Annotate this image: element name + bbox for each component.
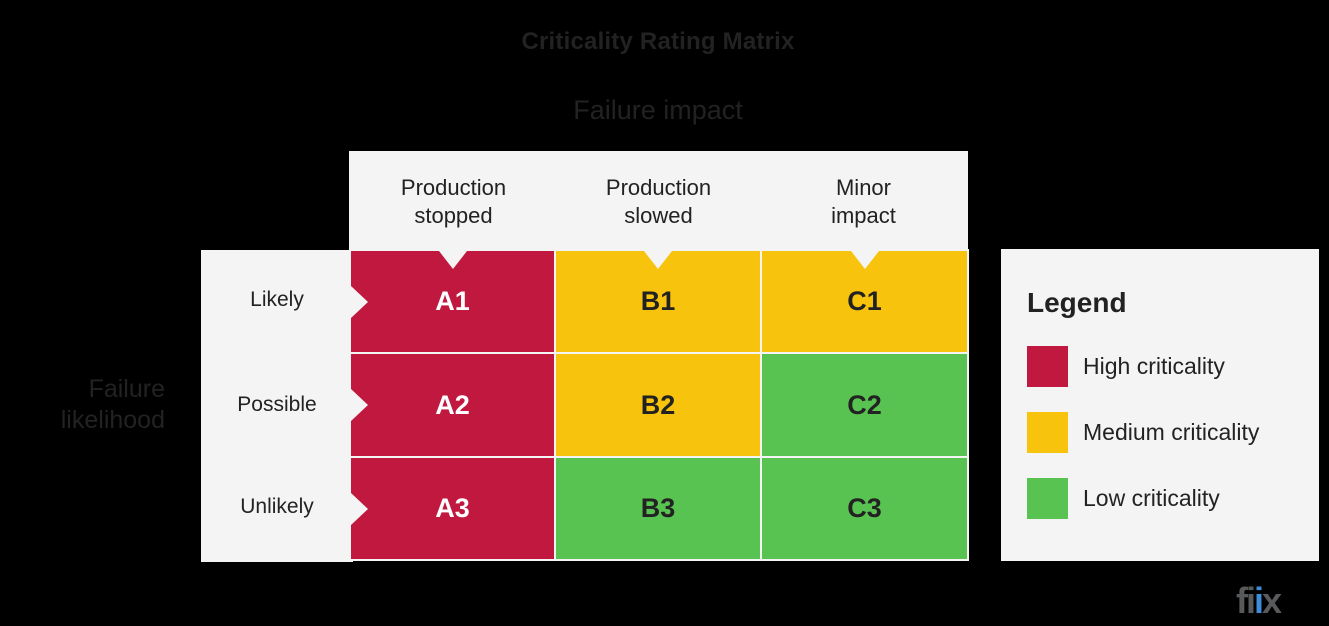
y-axis-label: Failure likelihood (20, 374, 165, 436)
y-axis-label-line1: Failure (88, 375, 165, 403)
matrix-cell-c1: C1 (762, 251, 967, 352)
column-pointer-notch (438, 251, 467, 269)
matrix-cell-label: C3 (847, 493, 882, 523)
logo-accent-letter: i (1254, 580, 1264, 621)
column-header-production-slowed: Production slowed (556, 174, 761, 230)
legend-label-medium: Medium criticality (1083, 419, 1260, 445)
row-header-panel: Likely Possible Unlikely (201, 250, 353, 562)
legend-panel: Legend High criticality Medium criticali… (1001, 249, 1319, 561)
fiix-logo: fiix (1236, 580, 1282, 621)
logo-text: fi (1236, 580, 1256, 621)
column-header-minor-impact: Minor impact (761, 174, 966, 230)
row-header-likely: Likely (250, 288, 304, 311)
matrix-cell-label: B3 (640, 493, 676, 523)
matrix-cell-a2: A2 (351, 354, 554, 456)
criticality-matrix: A1 B1 C1 A2 B2 C2 A3 B3 C3 (349, 249, 969, 561)
row-pointer-notch (351, 285, 368, 318)
column-header-line2: stopped (414, 203, 493, 228)
matrix-cell-a1: A1 (351, 251, 554, 352)
matrix-cell-label: A2 (435, 389, 470, 420)
column-header-production-stopped: Production stopped (351, 174, 556, 230)
x-axis-label: Failure impact (573, 95, 743, 125)
column-pointer-notch (644, 251, 672, 269)
matrix-cell-label: C2 (847, 389, 882, 420)
logo-text-end: x (1262, 580, 1282, 621)
legend-item-medium: Medium criticality (1027, 412, 1259, 453)
matrix-cell-label: B1 (640, 286, 676, 316)
column-header-line1: Production (400, 175, 507, 200)
matrix-cell-label: A1 (435, 286, 470, 316)
column-header-line1: Production (605, 175, 712, 200)
column-header-line2: slowed (624, 203, 693, 228)
row-header-unlikely: Unlikely (240, 495, 314, 518)
legend-swatch-medium (1027, 412, 1068, 453)
legend-item-high: High criticality (1027, 346, 1225, 387)
matrix-cell-label: C1 (847, 286, 882, 316)
legend-item-low: Low criticality (1027, 478, 1220, 519)
column-pointer-notch (850, 251, 879, 269)
matrix-cell-label: B2 (640, 389, 676, 420)
column-header-line2: impact (831, 203, 896, 228)
row-pointer-notch (351, 492, 368, 525)
matrix-cell-c2: C2 (762, 354, 967, 456)
matrix-cell-a3: A3 (351, 458, 554, 559)
matrix-cell-c3: C3 (762, 458, 967, 559)
legend-swatch-high (1027, 346, 1068, 387)
legend-swatch-low (1027, 478, 1068, 519)
legend-title: Legend (1027, 287, 1127, 318)
legend-label-high: High criticality (1083, 353, 1225, 379)
legend-label-low: Low criticality (1083, 485, 1220, 511)
chart-title: Criticality Rating Matrix (521, 28, 795, 55)
matrix-cell-b2: B2 (556, 354, 760, 456)
row-pointer-notch (351, 389, 368, 421)
matrix-cell-b3: B3 (556, 458, 760, 559)
column-header-panel: Production stopped Production slowed Min… (349, 151, 968, 251)
column-header-line1: Minor (835, 175, 891, 200)
matrix-cell-b1: B1 (556, 251, 760, 352)
matrix-cell-label: A3 (435, 493, 470, 523)
row-header-possible: Possible (237, 393, 317, 416)
y-axis-label-line2: likelihood (60, 406, 165, 434)
